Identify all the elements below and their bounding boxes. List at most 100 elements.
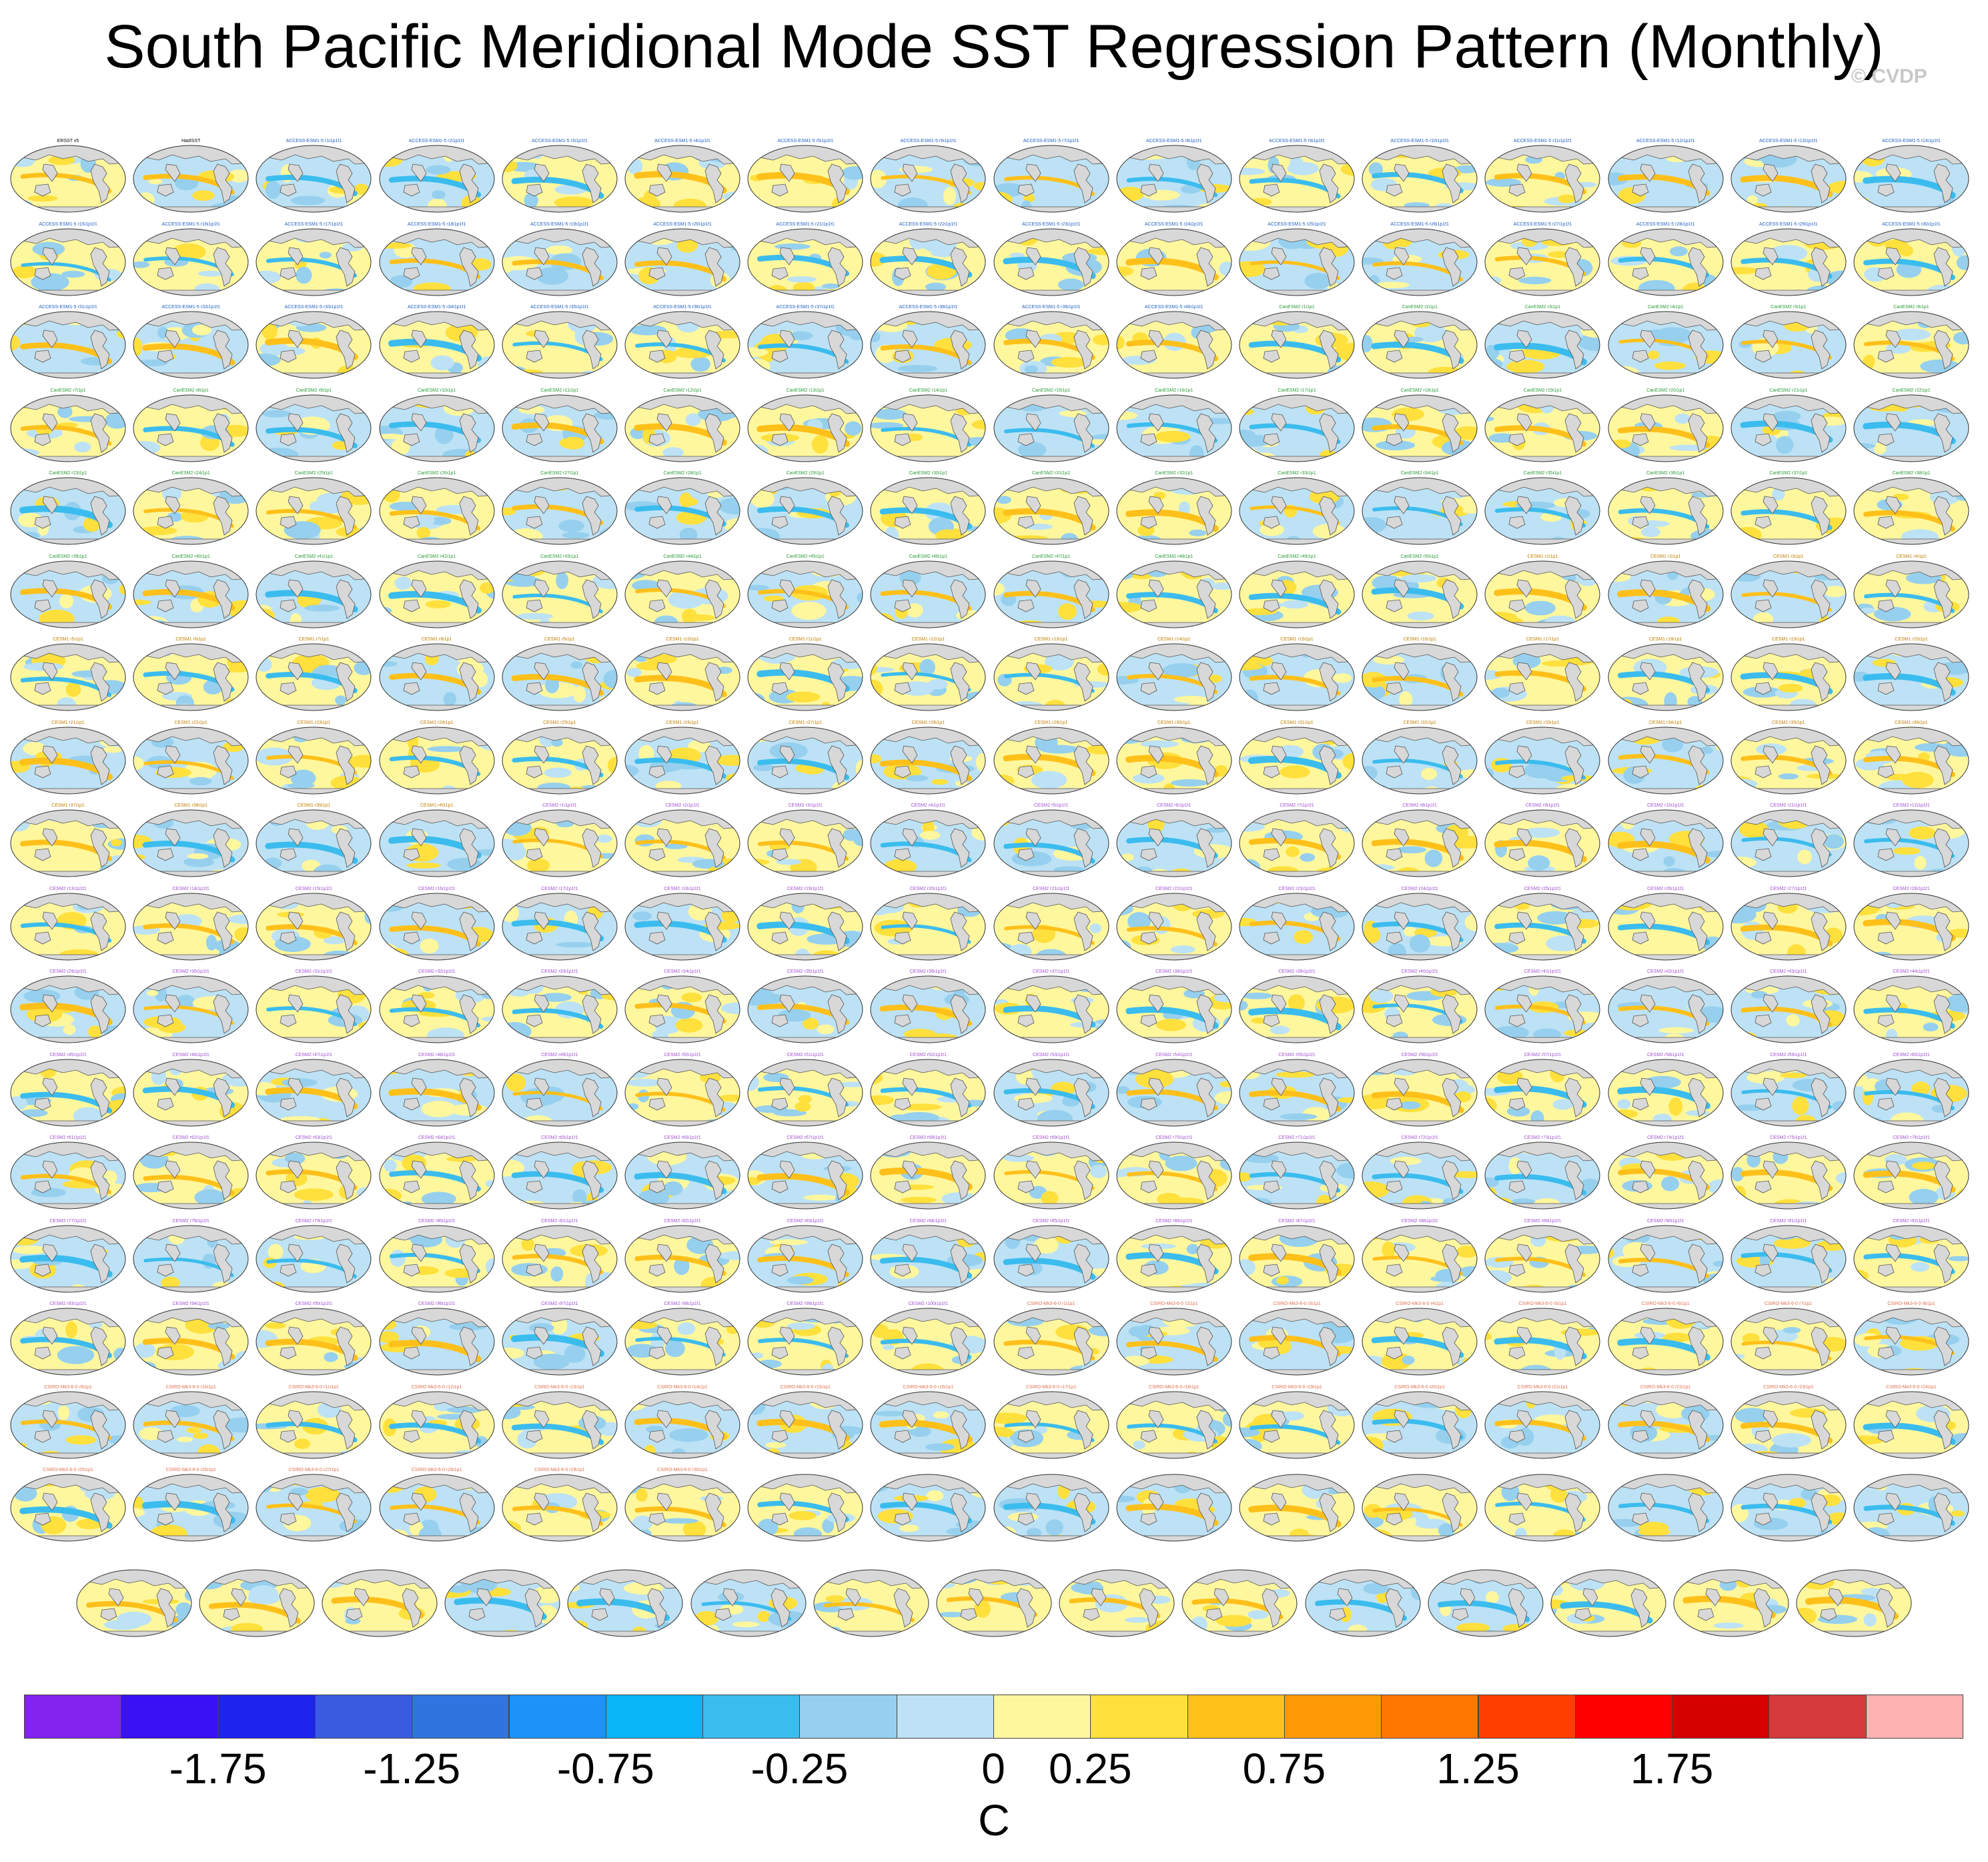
panel-title: CSIRO-Mk3-6-0 r28i1p1 bbox=[411, 1468, 462, 1472]
sst-map bbox=[256, 643, 372, 711]
map-panel: ACCESS-ESM1-5 r26i1p1f1 bbox=[1361, 222, 1478, 297]
map-panel: CSIRO-Mk3-6-0 r18i1p1 bbox=[1115, 1385, 1233, 1460]
map-panel bbox=[1304, 1563, 1422, 1638]
sst-map bbox=[502, 1474, 618, 1542]
sst-map bbox=[624, 809, 740, 877]
colorbar-units: C bbox=[978, 1795, 1010, 1845]
sst-map bbox=[1730, 477, 1847, 545]
sst-map bbox=[624, 893, 740, 960]
sst-map bbox=[1116, 560, 1232, 628]
sst-map bbox=[870, 228, 986, 296]
sst-map bbox=[1853, 893, 1969, 960]
sst-map bbox=[936, 1569, 1052, 1637]
sst-map bbox=[993, 394, 1109, 462]
sst-map bbox=[1484, 893, 1600, 960]
sst-map bbox=[133, 228, 249, 296]
sst-map bbox=[256, 1308, 372, 1376]
map-panel: CanESM2 r27i1p1 bbox=[501, 471, 618, 546]
sst-map bbox=[76, 1569, 192, 1637]
sst-map bbox=[1239, 311, 1355, 379]
panel-title: CESM2 r63i1p1f1 bbox=[295, 1135, 333, 1140]
sst-map bbox=[747, 1391, 863, 1458]
map-panel: CESM2 r71i1p1f1 bbox=[1238, 1135, 1356, 1210]
panel-title: CSIRO-Mk3-6-0 r18i1p1 bbox=[1149, 1384, 1199, 1390]
panel-title: CESM2 r57i1p1f1 bbox=[1524, 1052, 1562, 1057]
sst-map bbox=[1362, 727, 1478, 794]
map-panel bbox=[690, 1563, 807, 1638]
sst-map bbox=[379, 727, 495, 794]
sst-map bbox=[1484, 643, 1600, 711]
sst-map bbox=[379, 1474, 495, 1542]
panel-title: CESM2 r1i1p1f1 bbox=[542, 803, 577, 808]
map-panel bbox=[747, 1468, 864, 1542]
panel-title: CESM2 r61i1p1f1 bbox=[49, 1135, 87, 1140]
panel-title: CESM2 r73i1p1f1 bbox=[1524, 1135, 1562, 1140]
sst-map bbox=[256, 975, 372, 1043]
panel-title: CESM2 r8i1p1f1 bbox=[1402, 803, 1437, 808]
map-panel: ACCESS-ESM1-5 r19i1p1f1 bbox=[501, 222, 618, 297]
panel-title: CESM2 r31i1p1f1 bbox=[295, 969, 333, 974]
map-panel: CanESM2 r41i1p1 bbox=[255, 554, 372, 629]
map-panel: CanESM2 r3i1p1 bbox=[1484, 305, 1601, 380]
map-panel: CESM1 r35i1p1 bbox=[1730, 721, 1847, 795]
colorbar-box bbox=[702, 1695, 801, 1739]
panel-title: CESM2 r55i1p1f1 bbox=[1278, 1052, 1316, 1057]
sst-map bbox=[1608, 1474, 1724, 1542]
sst-map bbox=[624, 1141, 740, 1210]
map-panel: ACCESS-ESM1-5 r24i1p1f1 bbox=[1115, 222, 1233, 297]
map-panel: CESM1 r19i1p1 bbox=[1730, 637, 1847, 712]
panel-title: ACCESS-ESM1-5 r8i1p1f1 bbox=[1145, 139, 1202, 143]
sst-map bbox=[502, 727, 618, 794]
sst-map bbox=[133, 145, 249, 213]
map-panel: CanESM2 r38i1p1 bbox=[1853, 471, 1970, 546]
sst-map bbox=[444, 1569, 560, 1637]
panel-title: CanESM2 r12i1p1 bbox=[663, 388, 702, 393]
map-panel: CESM1 r1i1p1 bbox=[1484, 554, 1601, 629]
colorbar-tick-label: -0.75 bbox=[556, 1745, 654, 1793]
panel-title: CESM2 r30i1p1f1 bbox=[172, 969, 209, 974]
sst-map bbox=[1362, 1391, 1478, 1458]
sst-map bbox=[1608, 975, 1724, 1043]
map-panel: CanESM2 r50i1p1 bbox=[1361, 554, 1478, 629]
panel-title: CanESM2 r42i1p1 bbox=[417, 554, 456, 559]
panel-title: CESM1 r26i1p1 bbox=[666, 720, 699, 725]
panel-title: ACCESS-ESM1-5 r2i1p1f1 bbox=[408, 139, 465, 143]
panel-title: CanESM2 r47i1p1 bbox=[1031, 554, 1071, 559]
panel-title: ACCESS-ESM1-5 r17i1p1f1 bbox=[284, 221, 344, 227]
map-panel: CSIRO-Mk3-6-0 r11i1p1 bbox=[255, 1385, 372, 1460]
sst-map bbox=[747, 228, 863, 296]
map-panel: CESM2 r94i1p1f1 bbox=[132, 1302, 250, 1376]
sst-map bbox=[870, 893, 986, 960]
map-panel: CanESM2 r16i1p1 bbox=[1115, 388, 1233, 463]
panel-title: CanESM2 r43i1p1 bbox=[540, 554, 579, 559]
panel-title: CESM1 r34i1p1 bbox=[1648, 720, 1682, 725]
sst-map bbox=[133, 1225, 249, 1292]
sst-map bbox=[256, 394, 372, 462]
map-panel: CESM2 r8i1p1f1 bbox=[1361, 803, 1478, 878]
panel-title: CanESM2 r3i1p1 bbox=[1524, 305, 1561, 310]
sst-map bbox=[747, 727, 863, 794]
map-panel: CESM2 r52i1p1f1 bbox=[869, 1053, 987, 1127]
panel-title: ACCESS-ESM1-5 r37i1p1f1 bbox=[776, 305, 835, 310]
sst-map bbox=[993, 809, 1109, 877]
panel-title: CESM2 r83i1p1f1 bbox=[787, 1218, 824, 1224]
sst-map bbox=[870, 975, 986, 1043]
sst-map bbox=[1116, 975, 1232, 1043]
map-panel bbox=[1427, 1563, 1544, 1638]
map-panel: CESM2 r84i1p1f1 bbox=[869, 1219, 987, 1294]
map-panel: CESM2 r22i1p1f1 bbox=[1115, 887, 1233, 961]
map-panel: CanESM2 r12i1p1 bbox=[624, 388, 741, 463]
map-panel: CanESM2 r29i1p1 bbox=[747, 471, 864, 546]
sst-map bbox=[870, 1225, 986, 1292]
sst-map bbox=[1362, 145, 1478, 213]
sst-map bbox=[1853, 560, 1969, 628]
sst-map bbox=[870, 1474, 986, 1542]
sst-map bbox=[870, 560, 986, 628]
panel-title: CESM1 r13i1p1 bbox=[1034, 637, 1068, 642]
sst-map bbox=[1116, 145, 1232, 213]
map-panel: CESM2 r59i1p1f1 bbox=[1730, 1053, 1847, 1127]
sst-map bbox=[624, 975, 740, 1043]
colorbar-tick-label: 1.75 bbox=[1630, 1745, 1714, 1793]
panel-title: CESM2 r32i1p1f1 bbox=[418, 969, 456, 974]
sst-map bbox=[993, 1391, 1109, 1458]
